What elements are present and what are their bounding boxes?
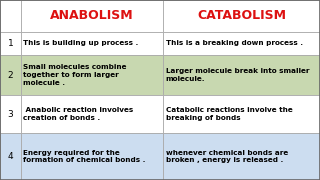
Bar [163, 55, 320, 95]
Bar [21, 55, 163, 95]
Text: This is a breaking down process .: This is a breaking down process . [166, 40, 303, 46]
Text: Anabolic reaction involves
creation of bonds .: Anabolic reaction involves creation of b… [23, 107, 134, 121]
Bar [163, 133, 320, 180]
Bar [163, 95, 320, 133]
Bar [0, 31, 21, 55]
Bar [0, 95, 21, 133]
Text: This is building up process .: This is building up process . [23, 40, 139, 46]
Bar [0, 55, 21, 95]
Text: Small molecules combine
together to form larger
molecule .: Small molecules combine together to form… [23, 64, 127, 86]
Bar [163, 31, 320, 55]
Bar [0, 0, 21, 31]
Text: 2: 2 [8, 71, 13, 80]
Bar [21, 133, 163, 180]
Bar [21, 0, 163, 31]
Text: 1: 1 [8, 39, 13, 48]
Text: 4: 4 [8, 152, 13, 161]
Bar [0, 133, 21, 180]
Text: whenever chemical bonds are
broken , energy is released .: whenever chemical bonds are broken , ene… [166, 150, 288, 163]
Text: Larger molecule break into smaller
molecule.: Larger molecule break into smaller molec… [166, 68, 309, 82]
Bar [21, 31, 163, 55]
Text: ANABOLISM: ANABOLISM [50, 9, 134, 22]
Text: CATABOLISM: CATABOLISM [197, 9, 286, 22]
Text: Catabolic reactions involve the
breaking of bonds: Catabolic reactions involve the breaking… [166, 107, 292, 121]
Text: 3: 3 [8, 110, 13, 119]
Text: Energy required for the
formation of chemical bonds .: Energy required for the formation of che… [23, 150, 146, 163]
Bar [163, 0, 320, 31]
Bar [21, 95, 163, 133]
